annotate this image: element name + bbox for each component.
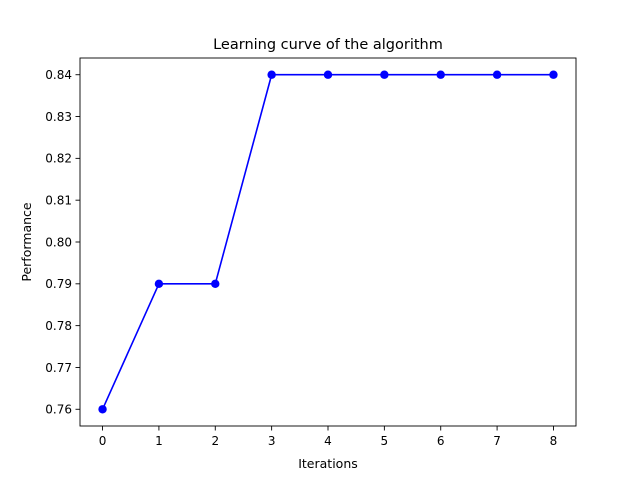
- y-tick-label: 0.84: [45, 68, 72, 82]
- data-point: [436, 70, 445, 79]
- data-point: [98, 405, 107, 414]
- chart-title: Learning curve of the algorithm: [213, 37, 443, 53]
- data-point: [154, 279, 164, 289]
- data-point: [323, 70, 333, 79]
- x-tick-label: 1: [155, 434, 163, 448]
- x-tick-label: 2: [211, 434, 219, 448]
- data-point: [492, 70, 502, 79]
- y-tick-label: 0.79: [45, 277, 72, 291]
- y-tick-label: 0.78: [45, 319, 72, 333]
- y-tick-label: 0.80: [45, 235, 72, 249]
- y-axis-label: Performance: [19, 202, 34, 282]
- data-point: [211, 279, 220, 289]
- x-tick-label: 5: [381, 434, 389, 448]
- x-axis-label: Iterations: [298, 456, 358, 471]
- x-tick-label: 7: [493, 434, 501, 448]
- data-point: [549, 70, 558, 79]
- x-tick-label: 6: [437, 434, 445, 448]
- plot-frame: [79, 57, 577, 427]
- x-tick-label: 3: [268, 434, 276, 448]
- x-tick-label: 0: [99, 434, 107, 448]
- y-tick-label: 0.81: [45, 193, 72, 207]
- x-tick-label: 8: [550, 434, 558, 448]
- plot-area: 0 1 2 3 4 5 6 7 8 0.76 0.77 0.78 0.79 0.80 0.81 0.82 0.8…: [45, 57, 577, 448]
- y-tick-label: 0.82: [45, 152, 72, 166]
- y-tick-label: 0.76: [45, 403, 72, 417]
- y-tick-label: 0.77: [45, 361, 72, 375]
- data-point: [267, 70, 276, 79]
- y-tick-label: 0.83: [45, 110, 72, 124]
- data-point: [380, 70, 389, 79]
- x-tick-label: 4: [324, 434, 332, 448]
